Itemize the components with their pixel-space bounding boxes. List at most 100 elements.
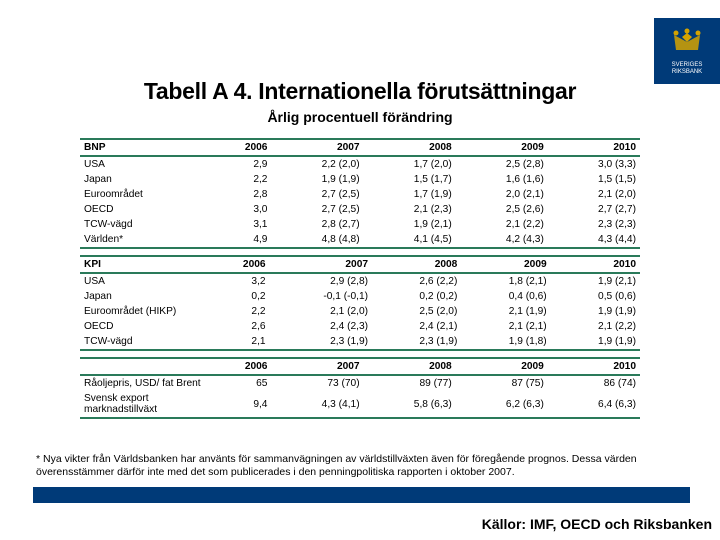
- cell-value: 87 (75): [456, 375, 548, 391]
- table-row: TCW-vägd2,12,3 (1,9)2,3 (1,9)1,9 (1,8)1,…: [80, 334, 640, 350]
- logo-line1: SVERIGES: [672, 62, 703, 68]
- row-label: Japan: [80, 289, 210, 304]
- cell-value: 1,9 (1,8): [461, 334, 550, 350]
- table2-header: KPI: [80, 256, 210, 273]
- cell-value: 1,8 (2,1): [461, 273, 550, 289]
- cell-value: 2,1 (2,2): [456, 217, 548, 232]
- year-col: 2009: [456, 358, 548, 375]
- cell-value: 2,1: [210, 334, 270, 350]
- table-kpi: KPI 2006 2007 2008 2009 2010 USA3,22,9 (…: [80, 255, 640, 351]
- cell-value: 2,2: [210, 304, 270, 319]
- year-col: 2007: [271, 139, 363, 156]
- page-title: Tabell A 4. Internationella förutsättnin…: [0, 0, 720, 105]
- table1-header: BNP: [80, 139, 210, 156]
- table-row: USA2,92,2 (2,0)1,7 (2,0)2,5 (2,8)3,0 (3,…: [80, 156, 640, 172]
- year-col: 2008: [372, 256, 461, 273]
- cell-value: 2,8: [210, 187, 271, 202]
- cell-value: 1,5 (1,7): [364, 172, 456, 187]
- year-col: 2008: [364, 358, 456, 375]
- cell-value: 2,3 (2,3): [548, 217, 640, 232]
- row-label: Japan: [80, 172, 210, 187]
- cell-value: 2,3 (1,9): [270, 334, 372, 350]
- row-label: OECD: [80, 202, 210, 217]
- cell-value: 3,0: [210, 202, 271, 217]
- row-label: Världen*: [80, 232, 210, 248]
- cell-value: 2,2: [210, 172, 271, 187]
- cell-value: 65: [210, 375, 271, 391]
- cell-value: 1,6 (1,6): [456, 172, 548, 187]
- cell-value: 3,1: [210, 217, 271, 232]
- year-col: 2010: [548, 358, 640, 375]
- cell-value: 2,5 (2,0): [372, 304, 461, 319]
- table-row: Svensk export marknadstillväxt9,44,3 (4,…: [80, 391, 640, 418]
- table-row: OECD2,62,4 (2,3)2,4 (2,1)2,1 (2,1)2,1 (2…: [80, 319, 640, 334]
- cell-value: 4,9: [210, 232, 271, 248]
- table-bnp: BNP 2006 2007 2008 2009 2010 USA2,92,2 (…: [80, 138, 640, 249]
- table-row: Världen*4,94,8 (4,8)4,1 (4,5)4,2 (4,3)4,…: [80, 232, 640, 248]
- cell-value: 1,9 (1,9): [551, 334, 640, 350]
- cell-value: 4,2 (4,3): [456, 232, 548, 248]
- cell-value: 73 (70): [271, 375, 363, 391]
- cell-value: 2,9 (2,8): [270, 273, 372, 289]
- cell-value: 6,2 (6,3): [456, 391, 548, 418]
- table-row: OECD3,02,7 (2,5)2,1 (2,3)2,5 (2,6)2,7 (2…: [80, 202, 640, 217]
- cell-value: 2,7 (2,5): [271, 202, 363, 217]
- row-label: Råoljepris, USD/ fat Brent: [80, 375, 210, 391]
- row-label: Svensk export marknadstillväxt: [80, 391, 210, 418]
- cell-value: 2,4 (2,3): [270, 319, 372, 334]
- row-label: TCW-vägd: [80, 334, 210, 350]
- year-col: 2008: [364, 139, 456, 156]
- row-label: Euroområdet: [80, 187, 210, 202]
- cell-value: 2,5 (2,8): [456, 156, 548, 172]
- row-label: USA: [80, 156, 210, 172]
- cell-value: -0,1 (-0,1): [270, 289, 372, 304]
- source-text: Källor: IMF, OECD och Riksbanken: [482, 516, 712, 532]
- cell-value: 2,7 (2,7): [548, 202, 640, 217]
- table-row: TCW-vägd3,12,8 (2,7)1,9 (2,1)2,1 (2,2)2,…: [80, 217, 640, 232]
- cell-value: 2,1 (2,0): [270, 304, 372, 319]
- cell-value: 89 (77): [364, 375, 456, 391]
- cell-value: 2,3 (1,9): [372, 334, 461, 350]
- table-row: Euroområdet (HIKP)2,22,1 (2,0)2,5 (2,0)2…: [80, 304, 640, 319]
- cell-value: 0,5 (0,6): [551, 289, 640, 304]
- cell-value: 2,1 (2,0): [548, 187, 640, 202]
- year-col: 2010: [548, 139, 640, 156]
- year-col: 2007: [271, 358, 363, 375]
- year-col: 2007: [270, 256, 372, 273]
- year-col: 2009: [456, 139, 548, 156]
- cell-value: 2,2 (2,0): [271, 156, 363, 172]
- year-col: 2006: [210, 256, 270, 273]
- footnote-text: * Nya vikter från Världsbanken har använ…: [0, 453, 720, 479]
- cell-value: 1,9 (1,9): [551, 304, 640, 319]
- cell-value: 2,1 (2,1): [461, 319, 550, 334]
- cell-value: 2,9: [210, 156, 271, 172]
- table-row: USA3,22,9 (2,8)2,6 (2,2)1,8 (2,1)1,9 (2,…: [80, 273, 640, 289]
- cell-value: 2,0 (2,1): [456, 187, 548, 202]
- table-other: 2006 2007 2008 2009 2010 Råoljepris, USD…: [80, 357, 640, 419]
- cell-value: 2,1 (2,3): [364, 202, 456, 217]
- table-row: Japan0,2-0,1 (-0,1)0,2 (0,2)0,4 (0,6)0,5…: [80, 289, 640, 304]
- cell-value: 0,4 (0,6): [461, 289, 550, 304]
- cell-value: 2,6: [210, 319, 270, 334]
- cell-value: 5,8 (6,3): [364, 391, 456, 418]
- cell-value: 1,9 (1,9): [271, 172, 363, 187]
- cell-value: 4,1 (4,5): [364, 232, 456, 248]
- cell-value: 1,9 (2,1): [551, 273, 640, 289]
- logo-line2: RIKSBANK: [672, 69, 702, 75]
- cell-value: 1,7 (1,9): [364, 187, 456, 202]
- cell-value: 4,3 (4,1): [271, 391, 363, 418]
- crown-icon: [670, 28, 704, 52]
- cell-value: 3,0 (3,3): [548, 156, 640, 172]
- cell-value: 4,8 (4,8): [271, 232, 363, 248]
- cell-value: 1,9 (2,1): [364, 217, 456, 232]
- table-row: Råoljepris, USD/ fat Brent6573 (70)89 (7…: [80, 375, 640, 391]
- cell-value: 2,8 (2,7): [271, 217, 363, 232]
- cell-value: 0,2: [210, 289, 270, 304]
- page-subtitle: Årlig procentuell förändring: [0, 109, 720, 125]
- year-col: 2009: [461, 256, 550, 273]
- row-label: OECD: [80, 319, 210, 334]
- cell-value: 2,5 (2,6): [456, 202, 548, 217]
- cell-value: 3,2: [210, 273, 270, 289]
- cell-value: 1,7 (2,0): [364, 156, 456, 172]
- table-row: Euroområdet2,82,7 (2,5)1,7 (1,9)2,0 (2,1…: [80, 187, 640, 202]
